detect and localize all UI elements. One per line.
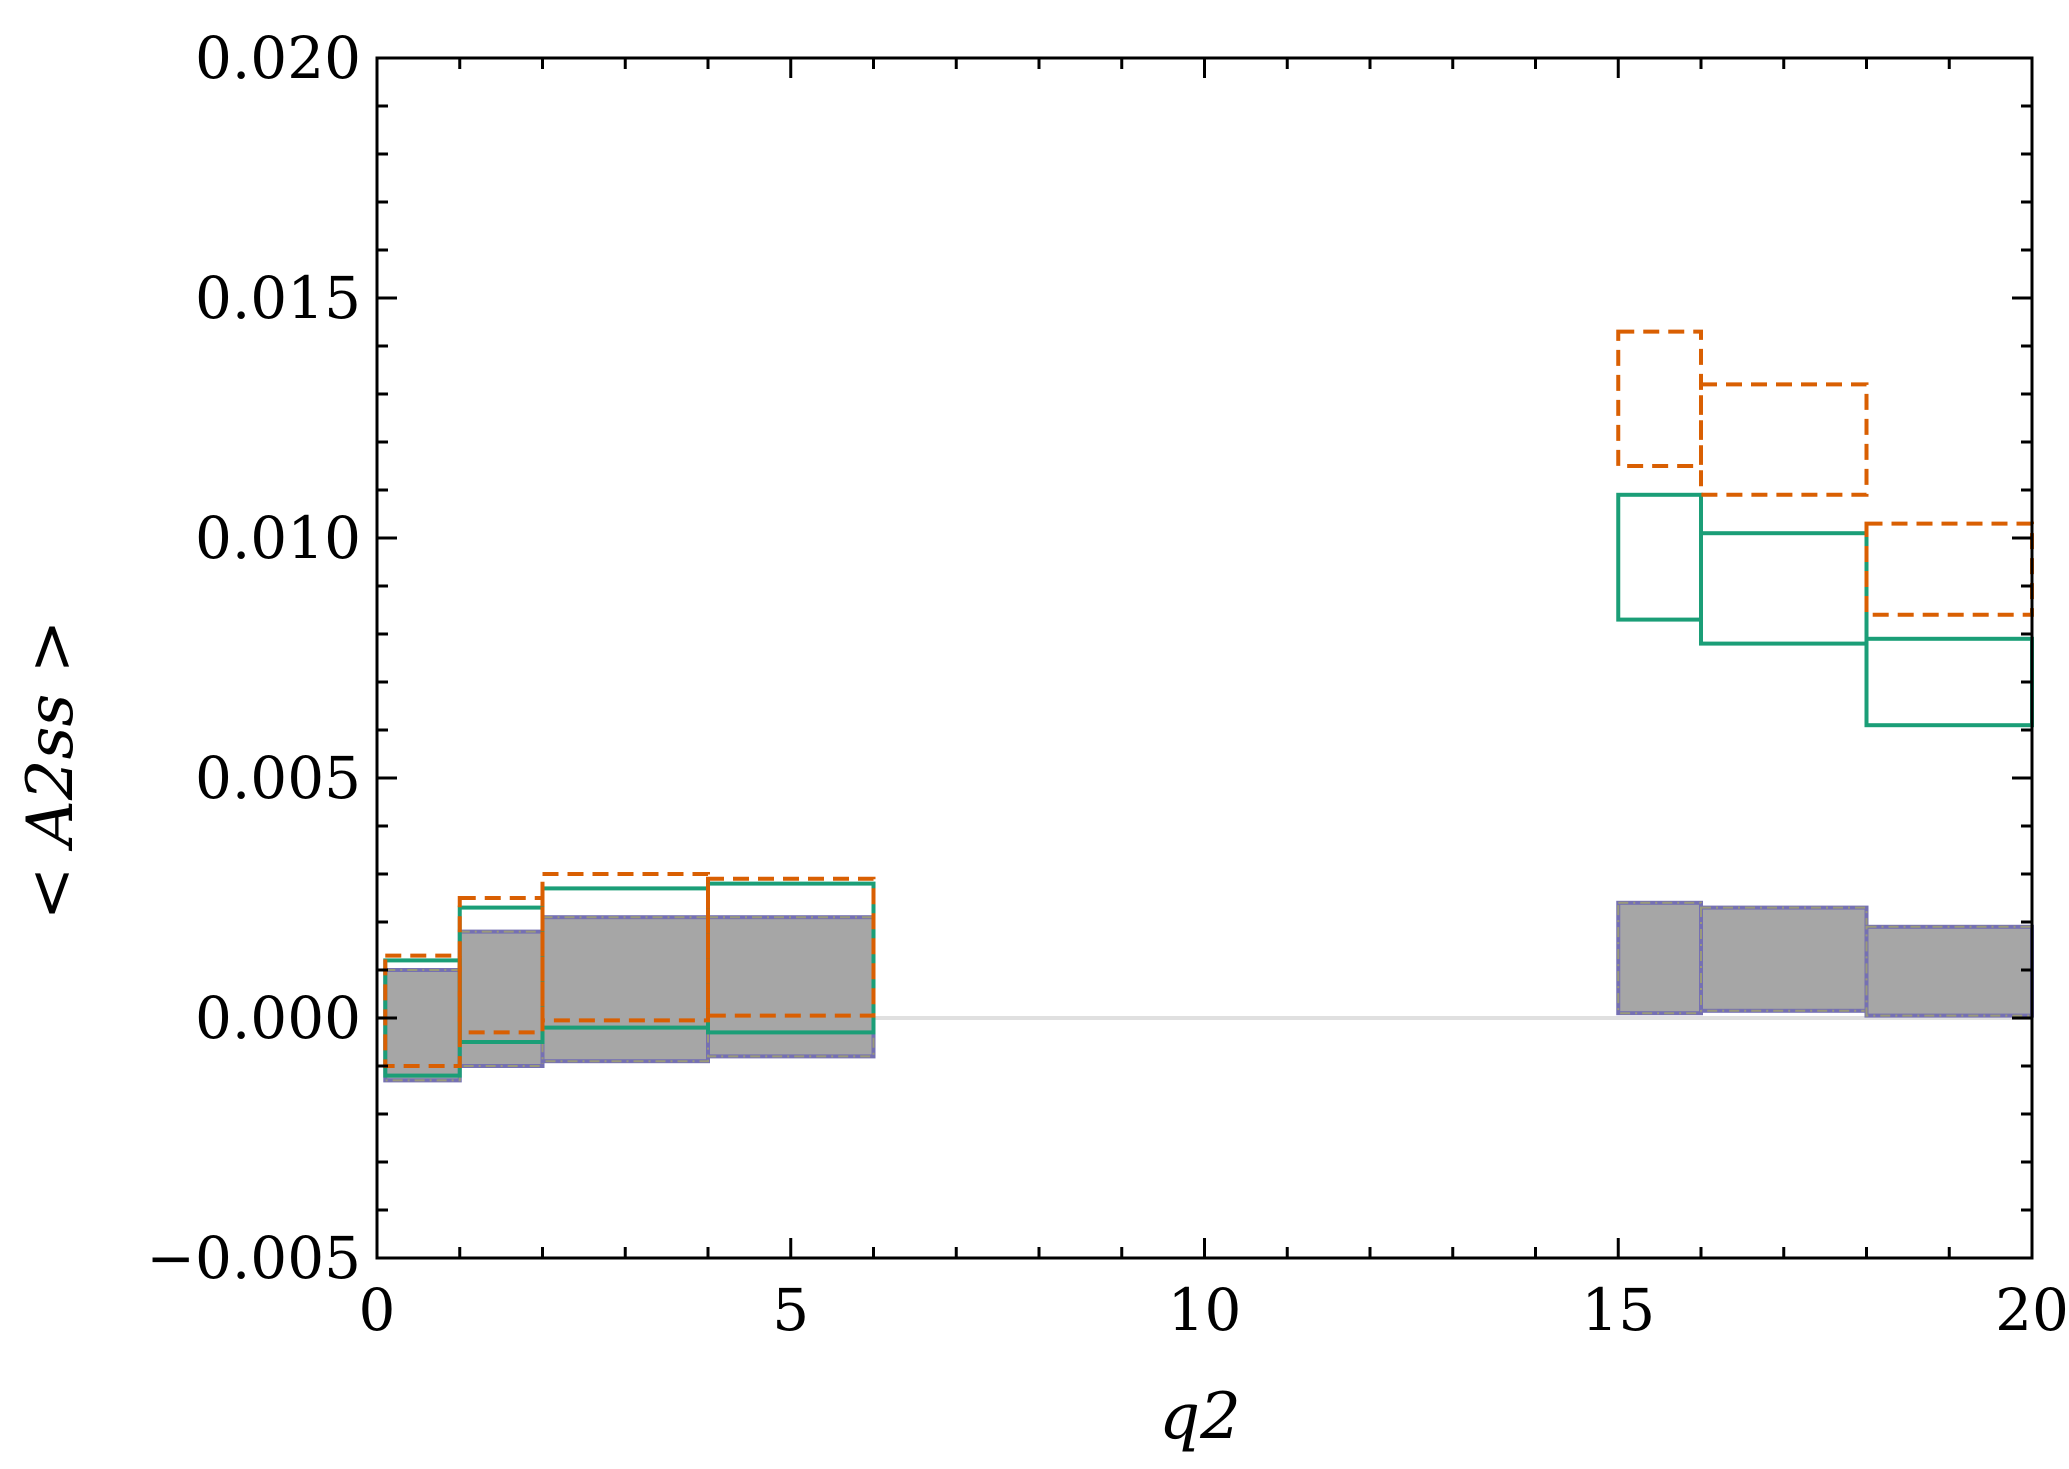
bins-layer bbox=[383, 329, 2034, 1083]
bin-filled-7 bbox=[1864, 924, 2034, 1018]
bin-dashed-4 bbox=[706, 876, 876, 1018]
bin-filled-4 bbox=[706, 915, 876, 1059]
x-tick-label: 15 bbox=[1581, 1276, 1655, 1344]
y-axis-title: < A2ss > bbox=[14, 620, 88, 921]
y-tick-label: 0.000 bbox=[195, 984, 361, 1052]
x-tick-label: 20 bbox=[1995, 1276, 2069, 1344]
bin-filled-1 bbox=[383, 968, 462, 1083]
x-axis-title-text: q2 bbox=[1159, 1380, 1241, 1454]
x-tick-label: 0 bbox=[359, 1276, 396, 1344]
bin-dashed-2 bbox=[457, 896, 545, 1035]
bin-dashed-5 bbox=[1616, 329, 1703, 468]
bin-filled-3 bbox=[540, 915, 710, 1064]
y-tick-label: 0.005 bbox=[195, 744, 361, 812]
bin-filled-6 bbox=[1699, 905, 1869, 1013]
x-tick-label: 5 bbox=[772, 1276, 809, 1344]
bin-dashed-1 bbox=[383, 953, 462, 1068]
bin-dashdot-6 bbox=[1700, 906, 1868, 1012]
bin-solid-7 bbox=[1864, 636, 2034, 728]
y-axis-title-text: < A2ss > bbox=[14, 620, 88, 921]
bin-dashed-6 bbox=[1699, 382, 1869, 497]
y-tick-label: 0.020 bbox=[195, 24, 361, 92]
bin-solid-6 bbox=[1699, 531, 1869, 646]
ticks-layer bbox=[375, 56, 2034, 1260]
tick-labels-layer: 0 5 10 15 20 −0.005 0.000 0.005 0.010 0.015 0.020 bbox=[146, 24, 2069, 1344]
x-tick-label: 10 bbox=[1168, 1276, 1242, 1344]
bin-dashdot-7 bbox=[1865, 925, 2033, 1017]
bin-dashed-7 bbox=[1864, 521, 2034, 617]
plot-frame bbox=[375, 56, 2034, 1260]
y-tick-label: 0.015 bbox=[195, 264, 361, 332]
bin-filled-2 bbox=[457, 929, 545, 1068]
y-tick-label: −0.005 bbox=[146, 1224, 361, 1292]
bin-dashdot-3 bbox=[541, 916, 709, 1063]
x-axis-title: q2 bbox=[1159, 1380, 1241, 1454]
bin-solid-5 bbox=[1616, 492, 1703, 622]
bin-filled-5 bbox=[1616, 900, 1703, 1016]
y-tick-label: 0.010 bbox=[195, 504, 361, 572]
